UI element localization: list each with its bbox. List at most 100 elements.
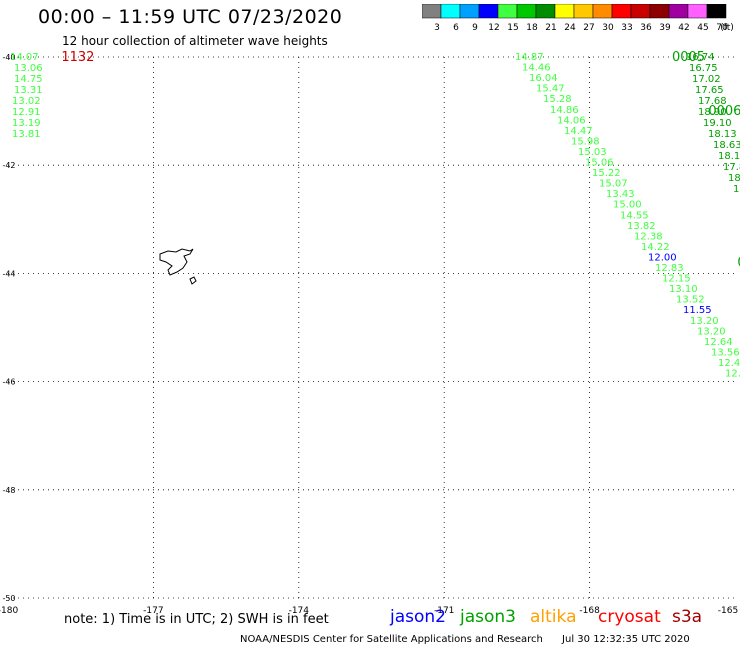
- swh-value: 15.00: [613, 200, 642, 211]
- pass-time-label: 0006: [708, 104, 740, 119]
- chatham-islands: [159, 248, 197, 285]
- credit-text: NOAA/NESDIS Center for Satellite Applica…: [240, 634, 543, 645]
- lon-tick-label: -168: [579, 606, 600, 616]
- lat-tick-label: -46: [2, 378, 15, 387]
- swh-value: 15.07: [599, 179, 628, 190]
- swh-value: 13.82: [627, 221, 656, 232]
- swh-value: 12.30: [725, 369, 740, 380]
- lat-tick-label: -44: [2, 269, 15, 278]
- satellite-name: cryosat: [598, 607, 661, 627]
- swh-value: 14.47: [564, 126, 593, 137]
- satellite-name: jason2: [390, 607, 446, 627]
- swh-value: 14.75: [14, 74, 43, 85]
- swh-value: 15.28: [543, 94, 572, 105]
- swh-value: 12.40: [718, 358, 740, 369]
- lat-tick-label: -42: [2, 161, 15, 170]
- swh-value: 12.64: [704, 337, 733, 348]
- swh-value: 15.22: [592, 168, 621, 179]
- island-small: [189, 276, 197, 285]
- satellite-name: s3a: [672, 607, 703, 627]
- scale-label: 42: [678, 23, 689, 33]
- scale-label: 15: [507, 23, 518, 33]
- scale-label: 33: [621, 23, 632, 33]
- lon-tick-label: -165: [718, 606, 738, 616]
- scale-label: 27: [583, 23, 594, 33]
- swh-value: 17.: [733, 184, 740, 195]
- lat-tick-label: -40: [2, 53, 15, 62]
- lon-tick-label: -171: [434, 606, 454, 616]
- lon-tick-label: -174: [289, 606, 310, 616]
- map-title: 00:00 – 11:59 UTC 07/23/2020: [38, 6, 343, 28]
- swh-value: 13.02: [12, 96, 41, 107]
- footer-note: note: 1) Time is in UTC; 2) SWH is in fe…: [64, 612, 329, 627]
- swh-value: 16.04: [529, 73, 558, 84]
- scale-label: 18: [526, 23, 538, 33]
- swh-value: 13.43: [606, 189, 635, 200]
- lat-tick-label: -50: [2, 594, 15, 603]
- island-main: [159, 248, 194, 276]
- swh-value: 13.20: [690, 316, 719, 327]
- scale-label: 39: [659, 23, 671, 33]
- swh-value: 12.00: [648, 252, 677, 263]
- swh-value: 17.65: [695, 85, 724, 96]
- swh-value: 17.68: [698, 96, 727, 107]
- scale-label: 24: [564, 23, 576, 33]
- swh-value: 14.22: [641, 242, 670, 253]
- swh-value: 14.86: [550, 105, 579, 116]
- lon-tick-label: -180: [0, 606, 18, 616]
- satellite-name: jason3: [460, 607, 516, 627]
- swh-value: 14.06: [557, 115, 586, 126]
- scale-label: 70: [716, 23, 728, 33]
- pass-time-label: 0007: [737, 256, 740, 271]
- swh-value: 13.31: [14, 85, 43, 96]
- swh-value: 18.17: [718, 151, 740, 162]
- swh-value: 14.87: [515, 52, 544, 63]
- swh-value: 15.98: [571, 136, 600, 147]
- swh-value: 18.: [728, 173, 740, 184]
- swh-value: 15.03: [578, 147, 607, 158]
- swh-value: 16.75: [689, 63, 718, 74]
- scale-label: 45: [697, 23, 708, 33]
- pass-time-label: 0005: [672, 50, 705, 65]
- pass-time-label: 1132: [61, 50, 94, 65]
- swh-value: 13.10: [669, 284, 698, 295]
- lat-tick-label: -48: [2, 486, 15, 495]
- scale-label: 30: [602, 23, 614, 33]
- swh-value: 14.46: [522, 63, 551, 74]
- swh-value: 17.8: [723, 162, 740, 173]
- swh-value: 12.15: [662, 274, 691, 285]
- credit-timestamp: Jul 30 12:32:35 UTC 2020: [562, 634, 690, 645]
- swh-value: 19.10: [703, 118, 732, 129]
- swh-value: 12.91: [12, 107, 41, 118]
- swh-value: 14.07: [10, 52, 39, 63]
- swh-value: 13.06: [14, 63, 43, 74]
- lon-tick-label: -177: [143, 606, 163, 616]
- swh-value: 13.19: [12, 118, 41, 129]
- swh-value: 18.63: [713, 140, 740, 151]
- swh-value: 11.55: [683, 305, 712, 316]
- swh-value: 15.47: [536, 84, 565, 95]
- swh-value: 18.90: [698, 107, 727, 118]
- swh-value: 14.55: [620, 210, 649, 221]
- scale-label: 3: [434, 23, 440, 33]
- satellite-name: altika: [530, 607, 577, 627]
- swh-value: 13.20: [697, 326, 726, 337]
- color-scale-legend: 3 6 9 12 15 18 21 24 27 30 33 36 39 42 45 70(ft): [422, 4, 734, 33]
- credit-line: NOAA/NESDIS Center for Satellite Applica…: [240, 634, 690, 645]
- swh-value: 12.38: [634, 231, 663, 242]
- swh-value: 17.02: [692, 74, 721, 85]
- swh-value: 12.83: [655, 263, 684, 274]
- scale-label: 12: [488, 23, 499, 33]
- scale-swatch: [706, 4, 727, 19]
- swh-value: 13.81: [12, 129, 41, 140]
- scale-label: 6: [453, 23, 459, 33]
- scale-label: 21: [545, 23, 556, 33]
- scale-unit: (ft): [720, 23, 734, 33]
- swh-value: 15.06: [585, 158, 614, 169]
- map-subtitle: 12 hour collection of altimeter wave hei…: [62, 34, 328, 48]
- swh-value: 13.52: [676, 295, 705, 306]
- swh-value: 16.74: [686, 52, 715, 63]
- swh-value: 13.56: [711, 347, 740, 358]
- scale-label: 9: [472, 23, 478, 33]
